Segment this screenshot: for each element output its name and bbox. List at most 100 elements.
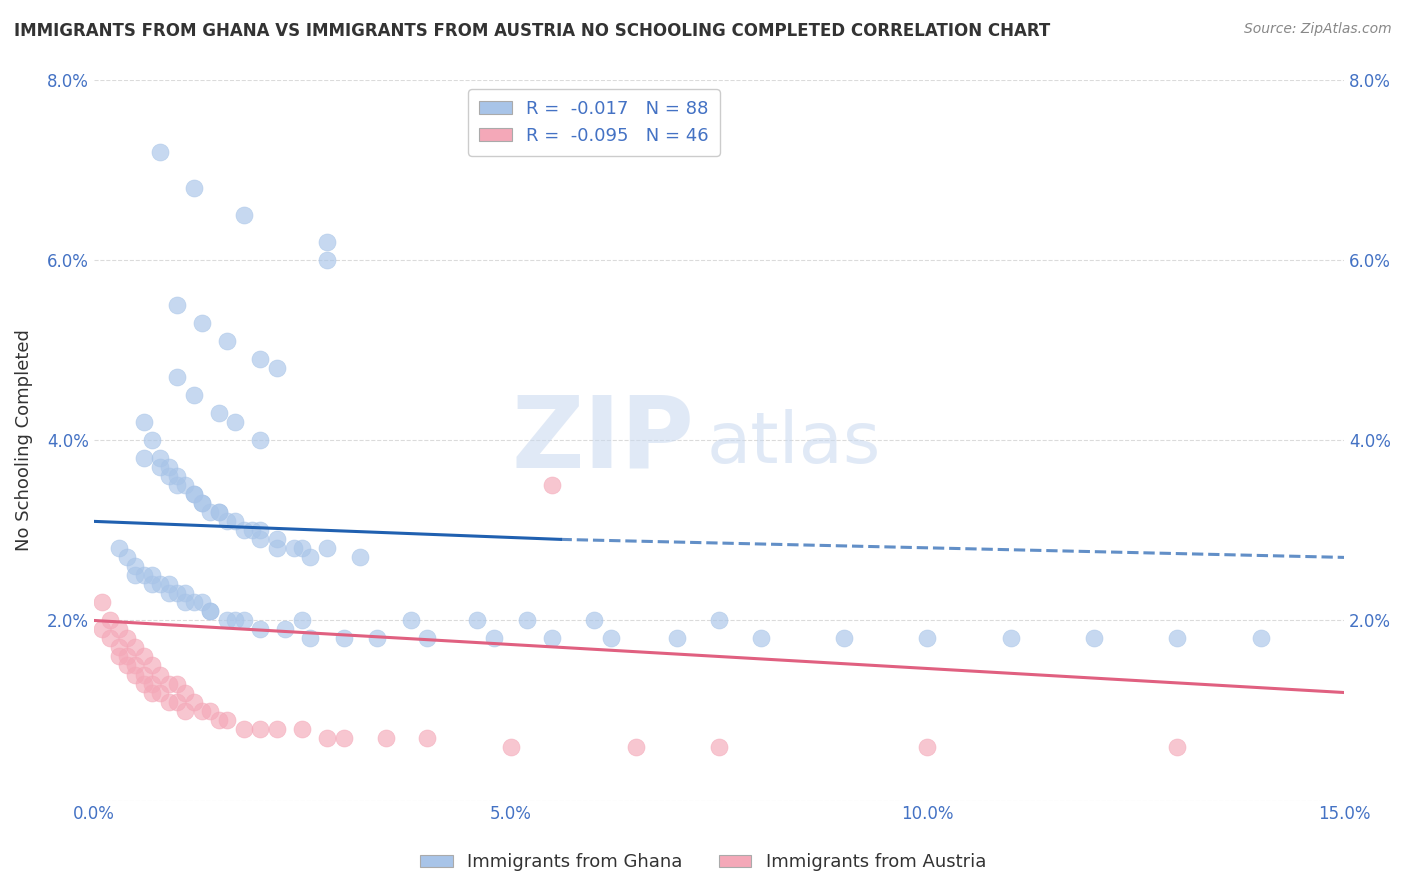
- Point: [416, 731, 439, 745]
- Point: [141, 577, 163, 591]
- Point: [166, 298, 188, 312]
- Point: [707, 614, 730, 628]
- Point: [274, 623, 297, 637]
- Point: [115, 658, 138, 673]
- Point: [115, 550, 138, 565]
- Point: [249, 623, 271, 637]
- Point: [132, 649, 155, 664]
- Point: [174, 704, 197, 718]
- Point: [157, 469, 180, 483]
- Point: [132, 667, 155, 681]
- Point: [141, 568, 163, 582]
- Point: [333, 632, 356, 646]
- Point: [141, 685, 163, 699]
- Point: [208, 505, 231, 519]
- Point: [107, 541, 129, 556]
- Point: [183, 487, 205, 501]
- Point: [249, 722, 271, 736]
- Point: [416, 632, 439, 646]
- Point: [115, 649, 138, 664]
- Point: [1250, 632, 1272, 646]
- Point: [465, 614, 488, 628]
- Point: [299, 632, 322, 646]
- Point: [399, 614, 422, 628]
- Point: [291, 722, 314, 736]
- Point: [200, 704, 222, 718]
- Point: [749, 632, 772, 646]
- Point: [141, 658, 163, 673]
- Point: [217, 713, 239, 727]
- Point: [174, 685, 197, 699]
- Point: [157, 460, 180, 475]
- Point: [224, 415, 246, 429]
- Point: [208, 713, 231, 727]
- Point: [499, 739, 522, 754]
- Point: [124, 658, 146, 673]
- Point: [191, 496, 214, 510]
- Point: [149, 685, 172, 699]
- Point: [141, 434, 163, 448]
- Point: [249, 352, 271, 367]
- Point: [832, 632, 855, 646]
- Point: [200, 505, 222, 519]
- Point: [624, 739, 647, 754]
- Point: [166, 478, 188, 492]
- Point: [124, 568, 146, 582]
- Point: [183, 181, 205, 195]
- Point: [917, 632, 939, 646]
- Point: [208, 406, 231, 420]
- Point: [100, 632, 122, 646]
- Point: [232, 722, 254, 736]
- Point: [191, 496, 214, 510]
- Point: [232, 614, 254, 628]
- Point: [1000, 632, 1022, 646]
- Point: [132, 676, 155, 690]
- Point: [249, 533, 271, 547]
- Point: [266, 361, 288, 376]
- Point: [174, 478, 197, 492]
- Point: [283, 541, 305, 556]
- Point: [217, 334, 239, 349]
- Point: [157, 676, 180, 690]
- Point: [299, 550, 322, 565]
- Text: IMMIGRANTS FROM GHANA VS IMMIGRANTS FROM AUSTRIA NO SCHOOLING COMPLETED CORRELAT: IMMIGRANTS FROM GHANA VS IMMIGRANTS FROM…: [14, 22, 1050, 40]
- Text: Source: ZipAtlas.com: Source: ZipAtlas.com: [1244, 22, 1392, 37]
- Point: [266, 722, 288, 736]
- Point: [316, 253, 339, 268]
- Point: [141, 676, 163, 690]
- Point: [349, 550, 371, 565]
- Point: [157, 586, 180, 600]
- Text: ZIP: ZIP: [510, 392, 695, 489]
- Point: [124, 559, 146, 574]
- Point: [166, 676, 188, 690]
- Point: [149, 145, 172, 159]
- Point: [1083, 632, 1105, 646]
- Point: [183, 388, 205, 402]
- Point: [183, 694, 205, 708]
- Point: [91, 623, 114, 637]
- Legend: R =  -0.017   N = 88, R =  -0.095   N = 46: R = -0.017 N = 88, R = -0.095 N = 46: [468, 89, 720, 156]
- Point: [266, 533, 288, 547]
- Point: [291, 614, 314, 628]
- Point: [174, 586, 197, 600]
- Point: [917, 739, 939, 754]
- Point: [217, 614, 239, 628]
- Point: [333, 731, 356, 745]
- Point: [482, 632, 505, 646]
- Point: [132, 415, 155, 429]
- Point: [200, 604, 222, 618]
- Point: [599, 632, 621, 646]
- Point: [1166, 632, 1188, 646]
- Legend: Immigrants from Ghana, Immigrants from Austria: Immigrants from Ghana, Immigrants from A…: [413, 847, 993, 879]
- Point: [157, 577, 180, 591]
- Point: [200, 604, 222, 618]
- Point: [541, 632, 564, 646]
- Point: [149, 667, 172, 681]
- Point: [166, 370, 188, 384]
- Point: [240, 524, 263, 538]
- Point: [124, 667, 146, 681]
- Point: [183, 595, 205, 609]
- Point: [541, 478, 564, 492]
- Point: [107, 640, 129, 655]
- Point: [224, 614, 246, 628]
